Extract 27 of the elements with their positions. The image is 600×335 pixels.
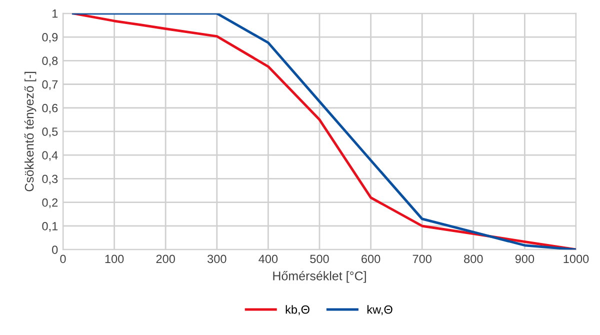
y-tick-label: 0,2 [42,198,58,208]
y-axis-title: Csökkentő tényező [-] [24,72,36,192]
x-tick-label: 300 [208,254,226,264]
y-tick-label: 0,6 [42,104,58,114]
x-tick-label: 900 [515,254,534,264]
legend-label: kw,Θ [367,305,392,316]
legend-label: kb,Θ [286,305,310,316]
y-tick-label: 0,7 [42,80,58,90]
y-tick-label: 0,8 [42,56,58,66]
x-tick-label: 500 [310,254,329,264]
x-tick-label: 0 [60,254,66,264]
x-tick-label: 400 [258,254,278,264]
x-tick-label: 800 [464,254,483,264]
y-tick-label: 0,9 [42,33,58,43]
x-tick-label: 200 [156,254,175,264]
y-tick-label: 0,3 [42,174,58,185]
y-tick-label: 1 [52,10,58,18]
line-series [72,13,576,250]
x-tick-label: 100 [105,254,124,264]
y-tick-label: 0,1 [42,222,58,232]
x-tick-label: 700 [412,254,432,264]
y-tick-label: 0 [52,246,58,254]
x-tick-label: 600 [362,254,380,264]
y-tick-label: 0,4 [42,151,58,161]
y-tick-label: 0,5 [42,128,58,138]
x-axis-title: Hőmérséklet [°C] [273,270,366,283]
x-tick-label: 1000 [564,254,589,264]
